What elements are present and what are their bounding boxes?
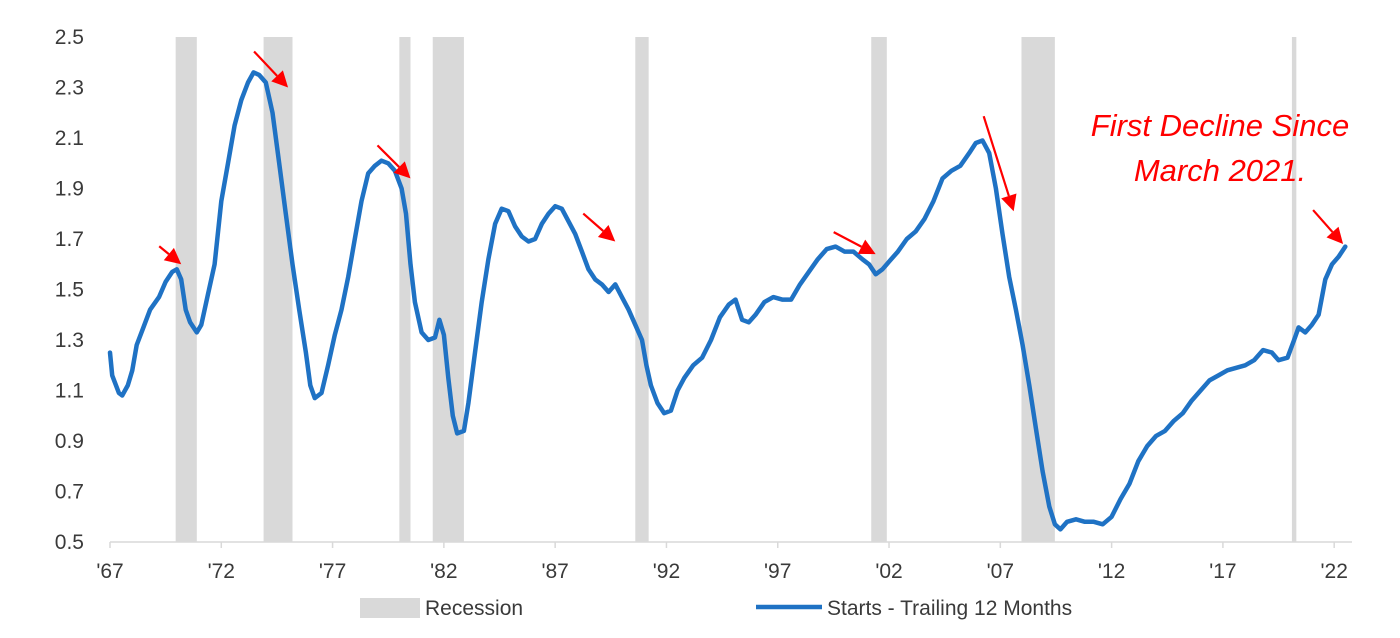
y-tick-label: 1.1 — [55, 380, 84, 403]
arrow-shaft — [253, 50, 278, 77]
arrow-shaft — [1312, 209, 1334, 233]
x-tick-label: '07 — [987, 560, 1014, 583]
annotation-text-group: First Decline Since March 2021. — [1091, 108, 1349, 188]
y-tick-label: 0.9 — [55, 430, 84, 453]
arrow-head — [857, 239, 876, 255]
y-tick-label: 1.9 — [55, 178, 84, 201]
y-tick-label: 2.5 — [55, 26, 84, 49]
recession-band — [432, 37, 464, 542]
annotation-arrow — [982, 115, 1017, 212]
legend-item-recession: Recession — [360, 597, 523, 620]
arrow-head — [1326, 226, 1344, 245]
annotation-arrow — [376, 144, 411, 179]
recession-band — [175, 37, 197, 542]
x-tick-label: '17 — [1209, 560, 1236, 583]
y-tick-label: 0.5 — [55, 531, 84, 554]
legend-item-starts: Starts - Trailing 12 Months — [756, 597, 1072, 620]
y-tick-label: 1.5 — [55, 279, 84, 302]
arrow-head — [393, 161, 411, 179]
recession-band — [1021, 37, 1055, 542]
arrow-shaft — [158, 245, 170, 255]
annotation-arrow — [833, 231, 876, 255]
legend-swatch-recession — [360, 598, 420, 618]
legend-label-starts: Starts - Trailing 12 Months — [827, 597, 1072, 620]
x-tick-label: '82 — [430, 560, 457, 583]
series-line-starts — [107, 70, 1348, 532]
recession-band — [635, 37, 649, 542]
x-tick-label: '77 — [319, 560, 346, 583]
series-layer — [107, 70, 1348, 532]
y-tick-label: 0.7 — [55, 481, 84, 504]
y-tick-label: 2.3 — [55, 77, 84, 100]
annotation-text: March 2021. — [1134, 153, 1306, 188]
y-tick-label: 2.1 — [55, 127, 84, 150]
arrow-head — [163, 247, 182, 265]
x-tick-label: '72 — [208, 560, 235, 583]
x-tick-label: '92 — [653, 560, 680, 583]
arrow-head — [1001, 193, 1017, 212]
recession-bands — [175, 37, 1297, 542]
recession-band — [1291, 37, 1297, 542]
annotation-arrow — [253, 50, 289, 88]
recession-band — [399, 37, 411, 542]
annotation-text: First Decline Since — [1091, 108, 1349, 143]
x-tick-label: '97 — [764, 560, 791, 583]
arrow-shaft — [376, 144, 400, 168]
recession-band — [263, 37, 293, 542]
x-tick-label: '12 — [1098, 560, 1125, 583]
x-tick-label: '22 — [1321, 560, 1348, 583]
annotation-arrow — [158, 245, 182, 265]
annotation-arrows — [158, 50, 1344, 265]
legend-label-recession: Recession — [425, 597, 523, 620]
recession-band — [871, 37, 887, 542]
x-tick-label: '02 — [875, 560, 902, 583]
x-tick-label: '67 — [96, 560, 123, 583]
arrow-head — [271, 70, 289, 88]
arrow-head — [597, 224, 616, 242]
legend: Recession Starts - Trailing 12 Months — [360, 597, 1072, 620]
axes: 0.5 0.7 0.9 1.1 1.3 1.5 1.7 1.9 2.1 2.3 2.5 '67 '72 '… — [55, 26, 1352, 583]
annotation-arrow — [582, 212, 616, 242]
x-tick-label: '87 — [541, 560, 568, 583]
y-tick-label: 1.7 — [55, 228, 84, 251]
arrow-shaft — [982, 115, 1010, 197]
y-tick-label: 1.3 — [55, 329, 84, 352]
arrow-shaft — [582, 212, 604, 232]
annotation-arrow — [1312, 209, 1344, 245]
arrow-shaft — [833, 231, 863, 248]
